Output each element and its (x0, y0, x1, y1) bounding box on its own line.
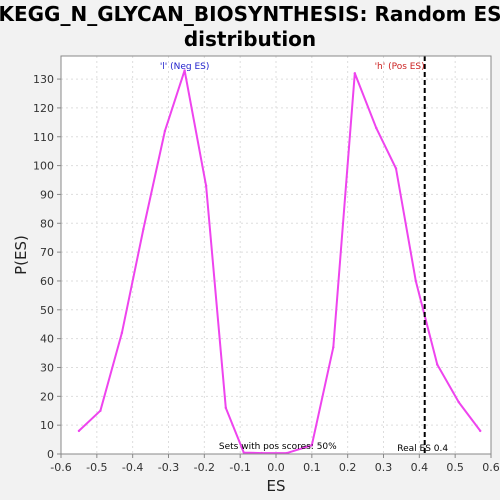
x-tick-label: -0.1 (229, 461, 250, 474)
y-tick-label: 20 (40, 390, 54, 403)
x-tick-label: 0.1 (303, 461, 321, 474)
x-tick-label: 0.2 (339, 461, 357, 474)
x-axis-label: ES (267, 477, 286, 495)
data-point (436, 363, 439, 366)
y-tick-label: 80 (40, 217, 54, 230)
y-axis-label: P(ES) (12, 235, 30, 275)
y-tick-label: 10 (40, 419, 54, 432)
x-tick-label: 0.0 (267, 461, 285, 474)
x-tick-label: -0.2 (194, 461, 215, 474)
data-point (163, 129, 167, 133)
data-point (77, 429, 81, 433)
real-es-label: Real ES 0.4 (397, 444, 448, 454)
plot-area (61, 56, 491, 454)
y-tick-label: 30 (40, 361, 54, 374)
y-tick-label: 40 (40, 333, 54, 346)
y-axis-ticks: 0 10 20 30 40 50 60 70 80 90 100 110 120 130 (33, 73, 61, 461)
data-point (120, 331, 124, 335)
y-tick-label: 70 (40, 246, 54, 259)
y-tick-label: 130 (33, 73, 54, 86)
annotation-label: Sets with pos scores: 50% (219, 442, 337, 452)
y-tick-label: 90 (40, 188, 54, 201)
x-tick-label: -0.6 (50, 461, 71, 474)
data-point (394, 167, 398, 170)
data-point (479, 429, 482, 433)
y-tick-label: 100 (33, 160, 54, 173)
x-tick-label: -0.5 (86, 461, 107, 474)
data-point (375, 126, 378, 130)
reference-layer: Real ES 0.4 'l' (Neg ES) 'h' (Pos ES) Sets … (160, 56, 448, 454)
data-point (142, 227, 145, 231)
chart-title-line-2: distribution (184, 27, 316, 51)
series-layer (77, 69, 482, 455)
annotation-label: 'l' (Neg ES) (160, 62, 210, 72)
x-tick-label: 0.5 (446, 461, 464, 474)
x-tick-label: -0.3 (158, 461, 179, 474)
data-point (183, 69, 186, 72)
y-tick-label: 110 (33, 131, 54, 144)
y-tick-label: 120 (33, 102, 54, 115)
y-tick-label: 60 (40, 275, 54, 288)
data-point (204, 184, 208, 187)
data-point (353, 72, 357, 75)
y-tick-label: 0 (47, 448, 54, 461)
data-point (414, 279, 417, 283)
data-point (99, 409, 102, 412)
data-point (224, 406, 228, 410)
data-point (242, 451, 245, 454)
x-tick-label: 0.4 (411, 461, 429, 474)
data-point (332, 346, 335, 349)
series-line (78, 69, 482, 455)
annotation-label: 'h' (Pos ES) (375, 62, 425, 72)
x-tick-label: -0.4 (122, 461, 143, 474)
y-tick-label: 50 (40, 304, 54, 317)
x-tick-label: 0.6 (482, 461, 500, 474)
data-point (457, 400, 460, 404)
chart-title-line-1: KEGG_N_GLYCAN_BIOSYNTHESIS: Random ES (0, 2, 500, 26)
x-axis-ticks: -0.6 -0.5 -0.4 -0.3 -0.2 -0.1 0.0 0.1 0.2 0.3 0.4 0… (50, 454, 500, 474)
data-point (310, 444, 314, 447)
x-tick-label: 0.3 (375, 461, 393, 474)
